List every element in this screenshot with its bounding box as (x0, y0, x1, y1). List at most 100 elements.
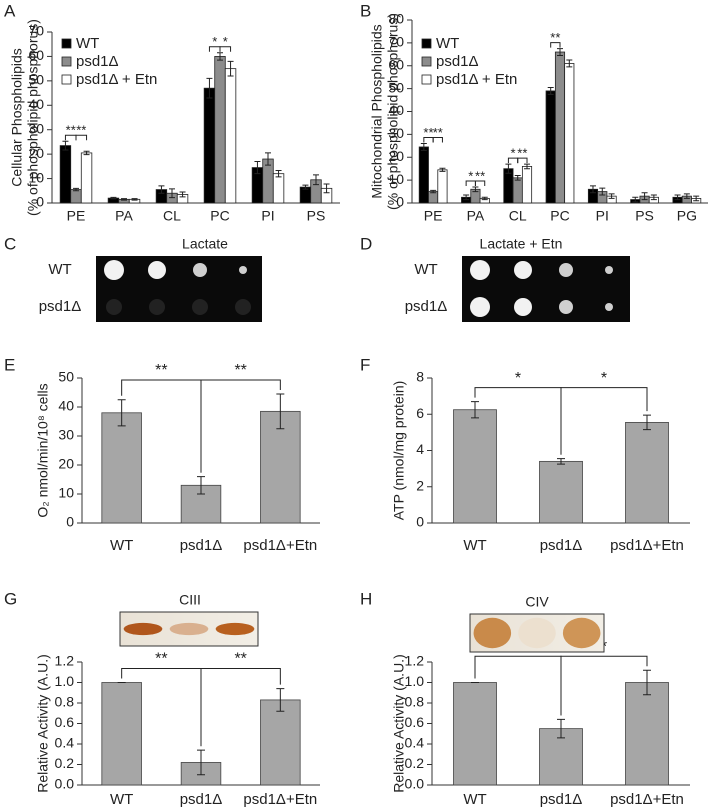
significance-label: * (511, 146, 516, 161)
plate-image (462, 256, 630, 322)
significance-bracket (560, 387, 648, 455)
y-tick-label: 0 (396, 194, 404, 210)
gel-band (473, 617, 512, 649)
bar (224, 68, 237, 204)
error-bar (302, 184, 309, 190)
error-bar (169, 188, 175, 199)
y-axis-label: ATP (nmol/mg protein) (391, 381, 407, 521)
y-tick-label: 70 (28, 23, 44, 39)
legend-swatch (61, 74, 72, 85)
legend-swatch (421, 56, 432, 67)
y-tick-label: 0.4 (405, 735, 425, 751)
error-bar (206, 77, 213, 99)
legend-label: psd1Δ + Etn (436, 71, 517, 88)
error-bar (505, 163, 512, 174)
bar (545, 90, 556, 204)
legend-swatch (61, 56, 72, 67)
panel-title: Lactate (182, 236, 228, 252)
x-tick-label: PS (307, 208, 326, 224)
yeast-spot (605, 303, 613, 311)
error-bar (547, 86, 554, 95)
bar (59, 145, 72, 204)
row-label: psd1Δ (405, 298, 448, 315)
gel-title: CIV (525, 594, 549, 610)
error-bar (276, 393, 285, 430)
gel-band (562, 617, 601, 649)
panel-letter: F (360, 355, 370, 374)
row-label: WT (48, 261, 71, 278)
legend-swatch (421, 74, 432, 85)
x-tick-label: psd1Δ+Etn (610, 537, 684, 554)
yeast-spot (605, 266, 613, 274)
error-bar (430, 189, 437, 194)
y-tick-label: 2 (416, 477, 424, 493)
x-tick-label: PC (550, 208, 569, 224)
error-bar (197, 476, 205, 495)
significance-bracket (75, 134, 88, 141)
x-tick-label: PI (261, 208, 274, 224)
significance-label: ** (433, 125, 443, 140)
gel-band (123, 622, 163, 636)
x-tick-label: psd1Δ+Etn (610, 791, 684, 808)
plate-image (96, 256, 262, 322)
error-bar (566, 59, 573, 68)
y-tick-label: 8 (416, 369, 424, 385)
x-tick-label: psd1Δ (540, 537, 583, 554)
y-tick-label: 50 (388, 79, 404, 95)
y-tick-label: 20 (28, 145, 44, 161)
x-tick-label: PE (424, 208, 443, 224)
error-bar (641, 192, 648, 201)
bar (453, 409, 497, 524)
significance-bracket (560, 655, 648, 716)
x-tick-label: WT (110, 537, 133, 554)
gel-title: CIII (179, 592, 201, 608)
y-axis-label: Cellular Phospholipids (9, 48, 25, 187)
error-bar (472, 186, 479, 193)
y-tick-label: 6 (416, 405, 424, 421)
y-tick-label: 10 (28, 169, 44, 185)
y-tick-label: 60 (28, 47, 44, 63)
legend-label: WT (76, 35, 99, 52)
error-bar (158, 185, 165, 194)
bar (554, 51, 566, 204)
error-bar (275, 170, 282, 178)
y-tick-label: 40 (28, 96, 44, 112)
y-tick-label: 0.4 (55, 735, 75, 751)
y-tick-label: 1.0 (55, 673, 75, 689)
error-bar (693, 195, 700, 202)
error-bar (121, 198, 127, 201)
panel-letter: D (360, 234, 372, 253)
y-tick-label: 1.2 (405, 653, 425, 669)
y-tick-label: 30 (388, 125, 404, 141)
significance-label: ** (76, 123, 86, 138)
error-bar (643, 414, 651, 431)
error-bar (481, 196, 488, 201)
bar (80, 152, 93, 204)
error-bar (131, 198, 138, 201)
significance-bracket (219, 46, 232, 52)
legend-swatch (61, 38, 72, 49)
y-tick-label: 1.2 (55, 653, 75, 669)
x-tick-label: psd1Δ+Etn (243, 791, 317, 808)
error-bar (73, 187, 79, 192)
y-axis-label: Mitochondrial Phospholipids (369, 24, 385, 198)
x-tick-label: CL (509, 208, 527, 224)
significance-label: ** (234, 651, 246, 668)
y-axis-label: (% of phospholipid phosphorus) (25, 19, 41, 216)
yeast-spot (514, 298, 532, 316)
significance-label: * (468, 168, 473, 183)
bar (101, 412, 142, 524)
significance-label: ** (423, 125, 433, 140)
yeast-spot (559, 300, 573, 314)
y-axis-label: Relative Activity (A.U.) (391, 654, 407, 792)
y-tick-label: 70 (388, 34, 404, 50)
error-bar (674, 194, 681, 201)
yeast-spot (149, 299, 165, 315)
y-tick-label: 10 (58, 485, 74, 501)
error-bar (227, 60, 234, 77)
yeast-spot (559, 263, 573, 277)
y-tick-label: 0.6 (405, 714, 425, 730)
error-bar (514, 175, 521, 181)
y-tick-label: 0.0 (405, 776, 425, 792)
